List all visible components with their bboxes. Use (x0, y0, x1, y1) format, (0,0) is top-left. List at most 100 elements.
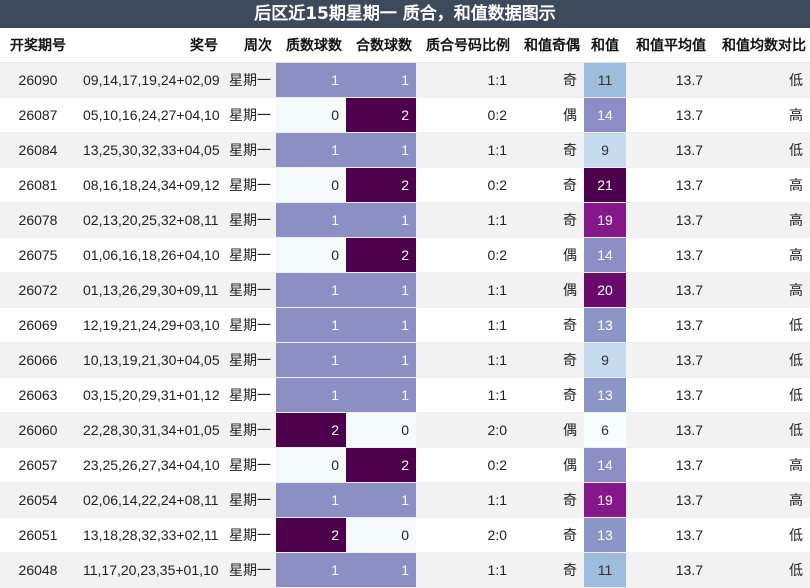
col-header-weekday[interactable]: 周次 (222, 28, 276, 63)
cell-numbers: 12,19,21,24,29+03,10 (76, 307, 222, 343)
cell-composite-count: 1 (346, 202, 416, 238)
cell-average: 13.7 (626, 517, 710, 553)
cell-ratio: 0:2 (416, 167, 514, 203)
col-header-sum[interactable]: 和值 (584, 28, 626, 63)
cell-period: 26075 (0, 237, 76, 273)
cell-composite-count: 0 (346, 412, 416, 448)
cell-weekday: 星期一 (222, 237, 276, 273)
cell-sum: 13 (584, 517, 626, 553)
cell-sum: 19 (584, 202, 626, 238)
cell-period: 26078 (0, 202, 76, 238)
table-row: 26081 08,16,18,24,34+09,12 星期一 0 2 0:2 奇 21 13.7… (0, 167, 810, 203)
col-header-parity[interactable]: 和值奇偶 (514, 28, 584, 63)
cell-prime-count: 1 (276, 202, 346, 238)
cell-sum: 9 (584, 342, 626, 378)
col-header-ratio[interactable]: 质合号码比例 (416, 28, 514, 63)
cell-composite-count: 2 (346, 447, 416, 483)
cell-sum: 11 (584, 62, 626, 98)
table-row: 26063 03,15,20,29,31+01,12 星期一 1 1 1:1 奇 13 13.7… (0, 377, 810, 413)
cell-numbers: 08,16,18,24,34+09,12 (76, 167, 222, 203)
cell-average: 13.7 (626, 97, 710, 133)
table-row: 26072 01,13,26,29,30+09,11 星期一 1 1 1:1 偶 20 13.7… (0, 272, 810, 308)
cell-weekday: 星期一 (222, 307, 276, 343)
cell-ratio: 1:1 (416, 132, 514, 168)
cell-average: 13.7 (626, 272, 710, 308)
cell-ratio: 0:2 (416, 447, 514, 483)
cell-average: 13.7 (626, 167, 710, 203)
cell-period: 26060 (0, 412, 76, 448)
cell-composite-count: 1 (346, 307, 416, 343)
cell-weekday: 星期一 (222, 447, 276, 483)
cell-weekday: 星期一 (222, 167, 276, 203)
cell-prime-count: 1 (276, 62, 346, 98)
cell-sum: 14 (584, 237, 626, 273)
cell-prime-count: 1 (276, 307, 346, 343)
cell-prime-count: 2 (276, 412, 346, 448)
cell-parity: 奇 (514, 132, 584, 168)
table-row: 26069 12,19,21,24,29+03,10 星期一 1 1 1:1 奇 13 13.7… (0, 307, 810, 343)
col-header-numbers[interactable]: 奖号 (76, 28, 222, 63)
cell-parity: 奇 (514, 482, 584, 518)
cell-compare: 低 (710, 132, 810, 168)
table-row: 26060 22,28,30,31,34+01,05 星期一 2 0 2:0 偶 6 13.7 低 (0, 412, 810, 448)
cell-prime-count: 0 (276, 97, 346, 133)
col-header-period[interactable]: 开奖期号 (0, 28, 76, 63)
table-row: 26054 02,06,14,22,24+08,11 星期一 1 1 1:1 奇 19 13.7… (0, 482, 810, 518)
cell-ratio: 1:1 (416, 377, 514, 413)
cell-ratio: 1:1 (416, 202, 514, 238)
cell-composite-count: 1 (346, 62, 416, 98)
cell-ratio: 1:1 (416, 307, 514, 343)
cell-parity: 奇 (514, 552, 584, 588)
col-header-prime-count[interactable]: 质数球数 (276, 28, 346, 63)
col-header-composite-count[interactable]: 合数球数 (346, 28, 416, 63)
cell-weekday: 星期一 (222, 482, 276, 518)
cell-average: 13.7 (626, 447, 710, 483)
header-row: 开奖期号 奖号 周次 质数球数 合数球数 质合号码比例 和值奇偶 和值 和值平均… (0, 28, 810, 63)
cell-numbers: 01,06,16,18,26+04,10 (76, 237, 222, 273)
cell-sum: 13 (584, 377, 626, 413)
cell-sum: 11 (584, 552, 626, 588)
cell-period: 26087 (0, 97, 76, 133)
cell-ratio: 0:2 (416, 237, 514, 273)
cell-parity: 奇 (514, 62, 584, 98)
table-row: 26078 02,13,20,25,32+08,11 星期一 1 1 1:1 奇 19 13.7… (0, 202, 810, 238)
cell-compare: 低 (710, 342, 810, 378)
cell-compare: 低 (710, 552, 810, 588)
cell-prime-count: 1 (276, 377, 346, 413)
cell-ratio: 1:1 (416, 342, 514, 378)
cell-period: 26072 (0, 272, 76, 308)
cell-parity: 偶 (514, 97, 584, 133)
cell-numbers: 01,13,26,29,30+09,11 (76, 272, 222, 308)
cell-average: 13.7 (626, 377, 710, 413)
cell-numbers: 13,18,28,32,33+02,11 (76, 517, 222, 553)
cell-numbers: 05,10,16,24,27+04,10 (76, 97, 222, 133)
cell-compare: 高 (710, 237, 810, 273)
cell-period: 26063 (0, 377, 76, 413)
cell-numbers: 22,28,30,31,34+01,05 (76, 412, 222, 448)
cell-composite-count: 2 (346, 237, 416, 273)
cell-compare: 低 (710, 307, 810, 343)
cell-numbers: 23,25,26,27,34+04,10 (76, 447, 222, 483)
cell-composite-count: 1 (346, 482, 416, 518)
cell-composite-count: 2 (346, 167, 416, 203)
cell-compare: 高 (710, 447, 810, 483)
cell-average: 13.7 (626, 482, 710, 518)
cell-parity: 奇 (514, 307, 584, 343)
cell-weekday: 星期一 (222, 552, 276, 588)
col-header-average[interactable]: 和值平均值 (626, 28, 710, 63)
cell-weekday: 星期一 (222, 202, 276, 238)
cell-compare: 低 (710, 377, 810, 413)
cell-parity: 偶 (514, 272, 584, 308)
cell-average: 13.7 (626, 552, 710, 588)
cell-period: 26057 (0, 447, 76, 483)
cell-period: 26066 (0, 342, 76, 378)
cell-sum: 6 (584, 412, 626, 448)
cell-weekday: 星期一 (222, 62, 276, 98)
cell-period: 26084 (0, 132, 76, 168)
col-header-compare[interactable]: 和值均数对比 (710, 28, 810, 63)
cell-parity: 奇 (514, 517, 584, 553)
cell-ratio: 0:2 (416, 97, 514, 133)
cell-sum: 14 (584, 97, 626, 133)
cell-prime-count: 0 (276, 447, 346, 483)
table-row: 26048 11,17,20,23,35+01,10 星期一 1 1 1:1 奇 11 13.7… (0, 552, 810, 588)
